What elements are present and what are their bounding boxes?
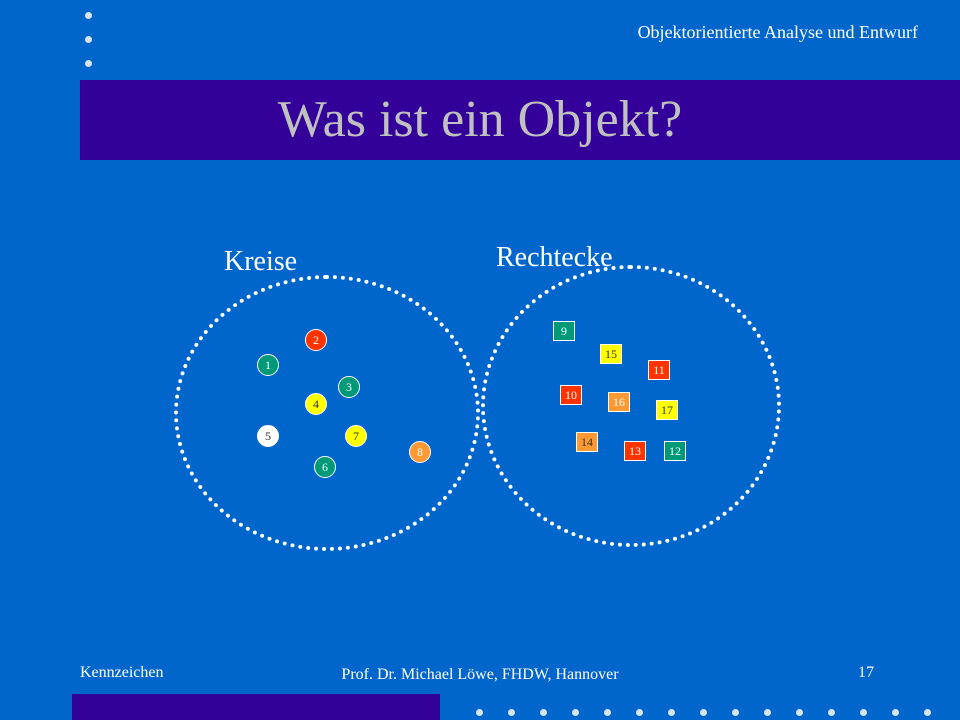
rectangle-object: 10: [560, 385, 582, 405]
decor-dot: [85, 12, 92, 19]
rectangle-object: 11: [648, 360, 670, 380]
circle-object: 2: [305, 329, 327, 351]
set-label-rechtecke: Rechtecke: [496, 242, 613, 273]
course-title: Objektorientierte Analyse und Entwurf: [637, 22, 918, 42]
circle-object: 6: [314, 456, 336, 478]
decor-dot: [636, 709, 643, 716]
rectangle-object: 14: [576, 432, 598, 452]
rechtecke-set-ring: [481, 265, 781, 547]
decor-dot: [700, 709, 707, 716]
set-label-kreise: Kreise: [224, 246, 298, 277]
decor-dot: [604, 709, 611, 716]
decor-dot: [924, 709, 931, 716]
page-number: 17: [858, 664, 874, 681]
rectangle-object: 9: [553, 321, 575, 341]
decor-dot: [764, 709, 771, 716]
title-band: [80, 80, 960, 160]
kreise-set-ring: [174, 275, 480, 551]
rectangle-object: 15: [600, 344, 622, 364]
rectangle-object: 16: [608, 392, 630, 412]
footer-left: Kennzeichen: [80, 664, 164, 681]
decor-dot: [540, 709, 547, 716]
circle-object: 3: [338, 376, 360, 398]
decor-dot: [828, 709, 835, 716]
decor-dot: [892, 709, 899, 716]
rectangle-object: 13: [624, 441, 646, 461]
rectangle-object: 12: [664, 441, 686, 461]
circle-object: 5: [257, 425, 279, 447]
rectangle-object: 17: [656, 400, 678, 420]
decor-dot: [85, 60, 92, 67]
decor-dot: [668, 709, 675, 716]
decor-dot: [508, 709, 515, 716]
slide-title: Was ist ein Objekt?: [277, 91, 683, 148]
decor-dot: [85, 36, 92, 43]
decor-dot: [860, 709, 867, 716]
footer-band: [72, 694, 440, 720]
footer-author: Prof. Dr. Michael Löwe, FHDW, Hannover: [341, 666, 619, 683]
circle-object: 1: [257, 354, 279, 376]
decor-dot: [476, 709, 483, 716]
circle-object: 8: [409, 441, 431, 463]
decor-dot: [732, 709, 739, 716]
circle-object: 4: [305, 393, 327, 415]
decor-dot: [572, 709, 579, 716]
circle-object: 7: [345, 425, 367, 447]
decor-dot: [796, 709, 803, 716]
